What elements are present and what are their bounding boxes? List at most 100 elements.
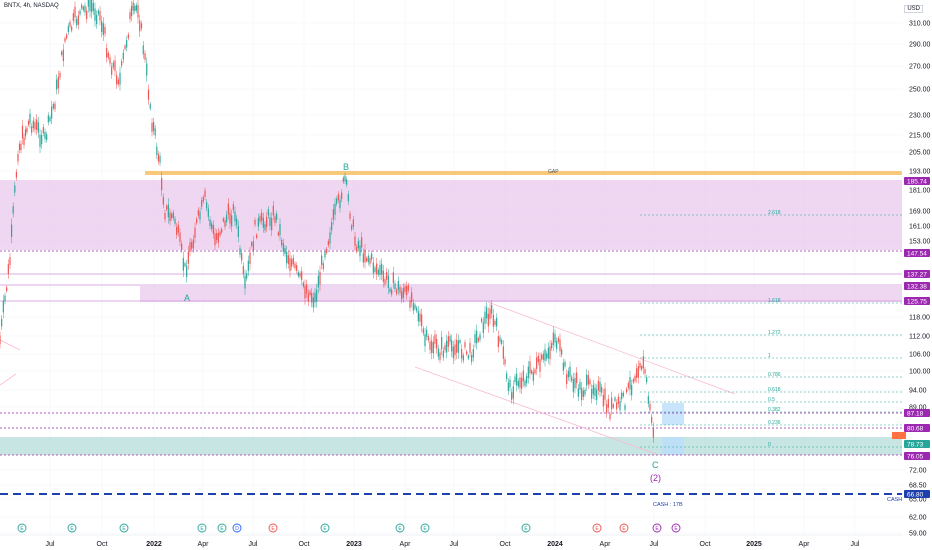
price-tick-label: 62.00 xyxy=(909,515,927,522)
candle-body xyxy=(239,248,241,255)
candle-body xyxy=(174,218,176,224)
svg-text:E: E xyxy=(70,526,74,532)
time-tick-label: Jul xyxy=(851,541,860,548)
candle-body xyxy=(32,120,34,129)
candle-body xyxy=(524,380,526,386)
candle-body xyxy=(37,122,39,133)
price-badge: 87.18 xyxy=(904,409,930,418)
candle-body xyxy=(442,350,444,358)
candle-body xyxy=(372,262,374,274)
candle-body xyxy=(189,242,191,252)
candle-body xyxy=(266,216,268,227)
candle-body xyxy=(197,210,199,216)
currency-label[interactable]: USD xyxy=(904,5,923,13)
candle-body xyxy=(341,192,343,200)
svg-text:66.80: 66.80 xyxy=(907,492,924,499)
candle-body xyxy=(297,272,299,277)
earnings-event-icon[interactable]: E xyxy=(395,523,405,533)
candle-body xyxy=(171,213,173,219)
candle-body xyxy=(536,357,538,369)
candle-body xyxy=(651,416,653,423)
time-axis[interactable]: Jul Oct 2022 Apr Jul Oct 2023 Apr Jul Oct 2024 Apr J… xyxy=(0,534,903,548)
candle-body xyxy=(82,6,84,11)
earnings-event-icon[interactable]: E xyxy=(119,523,129,533)
candle-body xyxy=(162,197,164,205)
earnings-event-icon[interactable]: E xyxy=(521,523,531,533)
candle-body xyxy=(447,336,449,347)
svg-text:147.54: 147.54 xyxy=(907,251,927,258)
fib-label: 1.272 xyxy=(768,330,781,336)
candle-body xyxy=(641,366,643,370)
candle-body xyxy=(281,239,283,246)
candle-body xyxy=(177,224,179,233)
candle-body xyxy=(242,266,244,275)
earnings-event-icon[interactable]: E xyxy=(17,523,27,533)
trend-line-left xyxy=(0,339,21,351)
fib-label: 0.236 xyxy=(768,420,781,426)
earnings-event-icon[interactable]: E xyxy=(217,523,227,533)
candle-body xyxy=(127,34,129,39)
candle-body xyxy=(157,154,159,162)
earnings-event-icon[interactable]: E xyxy=(592,523,602,533)
candle-body xyxy=(56,79,58,90)
candle-body xyxy=(306,284,308,294)
svg-text:E: E xyxy=(524,526,528,532)
candle-body xyxy=(494,320,496,325)
earnings-event-icon[interactable]: E xyxy=(671,523,681,533)
price-tick-label: 94.00 xyxy=(909,388,927,395)
trend-line-left-2 xyxy=(0,373,17,386)
candle-body xyxy=(559,339,561,352)
earnings-event-icon[interactable]: D xyxy=(232,523,242,533)
svg-text:E: E xyxy=(655,526,659,532)
candle-body xyxy=(214,233,216,246)
candle-body xyxy=(414,304,416,309)
earnings-event-icon[interactable]: E xyxy=(197,523,207,533)
candle-body xyxy=(592,384,594,395)
candle-body xyxy=(444,345,446,351)
candle-body xyxy=(20,143,22,151)
candle-body xyxy=(382,270,384,282)
svg-text:D: D xyxy=(235,526,239,532)
earnings-event-icon[interactable]: E xyxy=(67,523,77,533)
candle-body xyxy=(1,318,3,327)
candle-body xyxy=(416,307,418,312)
chart-title: BNTX, 4h, NASDAQ xyxy=(4,3,59,9)
earnings-event-icon[interactable]: E xyxy=(420,523,430,533)
candle-body xyxy=(176,226,178,235)
candle-body xyxy=(646,377,648,383)
wave-label-a: A xyxy=(184,293,190,303)
candle-body xyxy=(64,38,66,42)
candle-body xyxy=(406,285,408,296)
candle-body xyxy=(626,388,628,393)
supply-zone-lower xyxy=(140,286,902,302)
svg-text:185.74: 185.74 xyxy=(907,179,927,186)
candle-body xyxy=(366,258,368,262)
earnings-event-icon[interactable]: E xyxy=(619,523,629,533)
svg-text:E: E xyxy=(323,526,327,532)
candle-body xyxy=(621,392,623,400)
candle-body xyxy=(627,383,629,388)
candle-body xyxy=(332,209,334,220)
wave-label-b: B xyxy=(343,162,349,172)
candle-body xyxy=(501,340,503,344)
candle-body xyxy=(364,250,366,263)
candle-body xyxy=(135,5,137,11)
earnings-event-icon[interactable]: E xyxy=(652,523,662,533)
time-tick-label: Jul xyxy=(249,541,258,548)
svg-text:78.73: 78.73 xyxy=(907,442,924,449)
candle-body xyxy=(386,271,388,280)
candle-body xyxy=(271,218,273,231)
candle-body xyxy=(384,279,386,285)
price-badge: 185.74 xyxy=(904,177,930,186)
candle-body xyxy=(91,0,93,13)
earnings-event-icon[interactable]: E xyxy=(320,523,330,533)
candle-body xyxy=(454,344,456,356)
price-badge: 137.27 xyxy=(904,270,930,279)
candle-body xyxy=(374,267,376,272)
time-tick-label: Apr xyxy=(400,541,412,548)
candle-body xyxy=(394,283,396,290)
candle-body xyxy=(346,179,348,185)
earnings-event-icon[interactable]: E xyxy=(268,523,278,533)
